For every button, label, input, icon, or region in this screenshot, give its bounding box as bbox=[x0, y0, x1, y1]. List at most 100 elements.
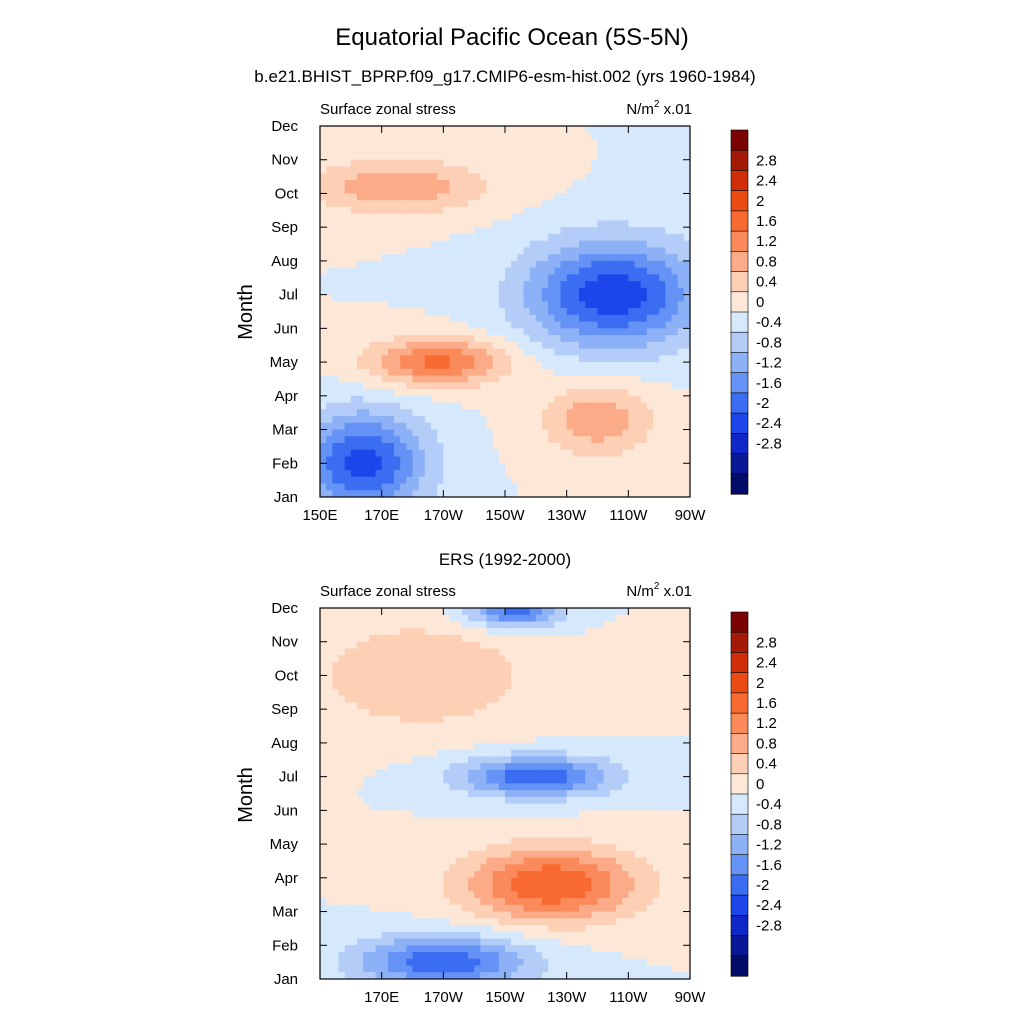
heatmap-cell bbox=[492, 436, 500, 444]
heatmap-cell bbox=[554, 179, 562, 188]
heatmap-cell bbox=[548, 395, 555, 404]
heatmap-cell bbox=[357, 146, 364, 154]
heatmap-cell bbox=[683, 395, 690, 404]
heatmap-cell bbox=[572, 355, 580, 363]
heatmap-cell bbox=[320, 341, 327, 350]
heatmap-cell bbox=[579, 220, 586, 228]
heatmap-cell bbox=[474, 287, 481, 296]
heatmap-cell bbox=[665, 709, 673, 717]
heatmap-cell bbox=[683, 274, 690, 282]
heatmap-cell bbox=[375, 233, 383, 242]
heatmap-cell bbox=[523, 702, 531, 710]
heatmap-cell bbox=[320, 213, 327, 222]
heatmap-cell bbox=[566, 668, 574, 677]
heatmap-cell bbox=[406, 362, 414, 370]
heatmap-cell bbox=[542, 395, 549, 404]
heatmap-cell bbox=[418, 375, 426, 383]
heatmap-cell bbox=[320, 614, 327, 623]
heatmap-cell bbox=[683, 436, 690, 444]
heatmap-cell bbox=[591, 159, 599, 168]
heatmap-cell bbox=[572, 702, 580, 710]
heatmap-cell bbox=[683, 308, 690, 316]
heatmap-cell bbox=[634, 240, 642, 249]
heatmap-cells bbox=[320, 126, 690, 497]
heatmap-cell bbox=[560, 200, 568, 208]
heatmap-cell bbox=[640, 146, 648, 154]
heatmap-cell bbox=[449, 267, 457, 275]
heatmap-cell bbox=[437, 186, 444, 195]
heatmap-cell bbox=[653, 206, 660, 215]
heatmap-cell bbox=[560, 729, 568, 737]
heatmap-cell bbox=[394, 240, 401, 249]
heatmap-cell bbox=[357, 634, 364, 643]
heatmap-cell bbox=[603, 328, 611, 336]
heatmap-cell bbox=[671, 483, 679, 491]
heatmap-cell bbox=[375, 179, 383, 188]
heatmap-cell bbox=[628, 166, 636, 174]
heatmap-cell bbox=[646, 267, 654, 275]
heatmap-cell bbox=[400, 783, 407, 791]
heatmap-cell bbox=[505, 233, 512, 242]
heatmap-cell bbox=[320, 328, 327, 336]
heatmap-cell bbox=[350, 749, 358, 757]
heatmap-cell bbox=[431, 375, 438, 383]
heatmap-cell bbox=[474, 449, 481, 458]
heatmap-cell bbox=[597, 132, 605, 141]
heatmap-cell bbox=[468, 321, 475, 329]
heatmap-cell bbox=[449, 470, 457, 478]
heatmap-cell bbox=[350, 321, 358, 329]
heatmap-cell bbox=[363, 756, 370, 764]
heatmap-cell bbox=[548, 483, 555, 491]
heatmap-cell bbox=[671, 476, 679, 485]
heatmap-cell bbox=[677, 254, 685, 262]
heatmap-cell bbox=[517, 763, 525, 771]
heatmap-cell bbox=[443, 348, 451, 356]
heatmap-cell bbox=[634, 456, 642, 464]
heatmap-cell bbox=[418, 213, 426, 222]
heatmap-cell bbox=[653, 763, 660, 771]
heatmap-cell bbox=[375, 634, 383, 643]
heatmap-cell bbox=[338, 416, 346, 424]
heatmap-cell bbox=[387, 736, 395, 744]
heatmap-cell bbox=[431, 213, 438, 222]
heatmap-cell bbox=[406, 449, 414, 458]
heatmap-cell bbox=[326, 375, 333, 383]
heatmap-cell bbox=[640, 621, 648, 629]
heatmap-cell bbox=[572, 648, 580, 656]
heatmap-cell bbox=[640, 166, 648, 174]
heatmap-cell bbox=[468, 668, 475, 677]
heatmap-cell bbox=[646, 220, 654, 228]
heatmap-cell bbox=[350, 274, 358, 282]
heatmap-cell bbox=[585, 628, 592, 636]
heatmap-cell bbox=[498, 132, 506, 141]
heatmap-cell bbox=[548, 456, 555, 464]
heatmap-cell bbox=[659, 470, 666, 478]
heatmap-cell bbox=[535, 341, 543, 350]
heatmap-cell bbox=[387, 240, 395, 249]
heatmap-cell bbox=[394, 173, 401, 181]
heatmap-cell bbox=[677, 186, 685, 195]
heatmap-cell bbox=[474, 722, 481, 731]
heatmap-cell bbox=[431, 355, 438, 363]
heatmap-cell bbox=[350, 301, 358, 309]
heatmap-cell bbox=[455, 247, 463, 255]
heatmap-cell bbox=[350, 294, 358, 302]
heatmap-cell bbox=[486, 213, 494, 222]
heatmap-cell bbox=[375, 628, 383, 636]
heatmap-cell bbox=[437, 709, 444, 717]
heatmap-cell bbox=[468, 655, 475, 663]
heatmap-cell bbox=[511, 756, 518, 764]
heatmap-cell bbox=[542, 126, 549, 134]
heatmap-cell bbox=[511, 655, 518, 663]
heatmap-cell bbox=[529, 449, 537, 458]
heatmap-cell bbox=[437, 200, 444, 208]
heatmap-cell bbox=[350, 146, 358, 154]
heatmap-cell bbox=[498, 260, 506, 269]
heatmap-cell bbox=[406, 634, 414, 643]
heatmap-cell bbox=[653, 476, 660, 485]
heatmap-cell bbox=[363, 254, 370, 262]
heatmap-cell bbox=[468, 715, 475, 724]
heatmap-cell bbox=[498, 641, 506, 650]
heatmap-cell bbox=[529, 132, 537, 141]
heatmap-cell bbox=[406, 308, 414, 316]
